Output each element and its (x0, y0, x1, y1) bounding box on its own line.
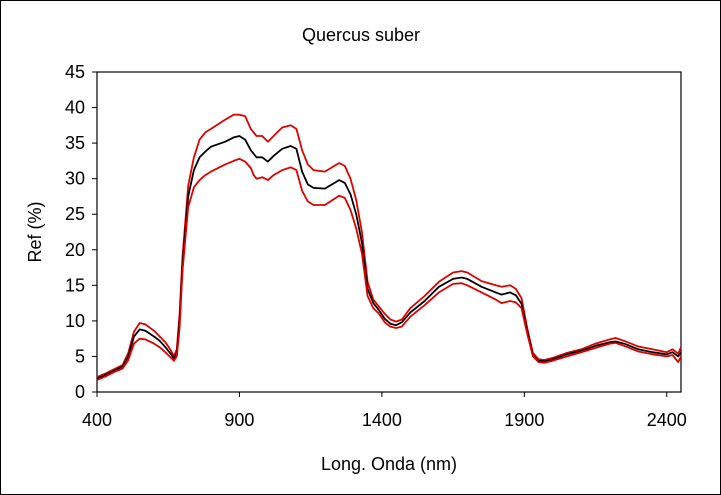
y-tick-label: 25 (65, 204, 85, 224)
axis-layer: 0 5 10 15 20 25 30 35 40 45 400 900 1400 1900 2400 (65, 62, 687, 430)
x-axis-label: Long. Onda (nm) (321, 454, 457, 474)
y-tick-label: 45 (65, 62, 85, 82)
y-tick-label: 5 (75, 346, 85, 366)
chart-title: Quercus suber (302, 25, 420, 45)
x-tick-label: 400 (82, 410, 112, 430)
series-line-3 (96, 157, 682, 381)
y-axis-label: Ref (%) (25, 201, 45, 262)
y-tick-label: 0 (75, 382, 85, 402)
y-tick-label: 20 (65, 240, 85, 260)
y-tick-label: 30 (65, 169, 85, 189)
series-layer (96, 113, 682, 381)
y-tick-label: 40 (65, 98, 85, 118)
y-tick-label: 35 (65, 133, 85, 153)
x-tick-label: 1900 (504, 410, 544, 430)
x-tick-label: 2400 (647, 410, 687, 430)
x-tick-label: 1400 (362, 410, 402, 430)
x-tick-label: 900 (224, 410, 254, 430)
y-tick-label: 15 (65, 275, 85, 295)
y-tick-label: 10 (65, 311, 85, 331)
plot-area (96, 71, 682, 393)
